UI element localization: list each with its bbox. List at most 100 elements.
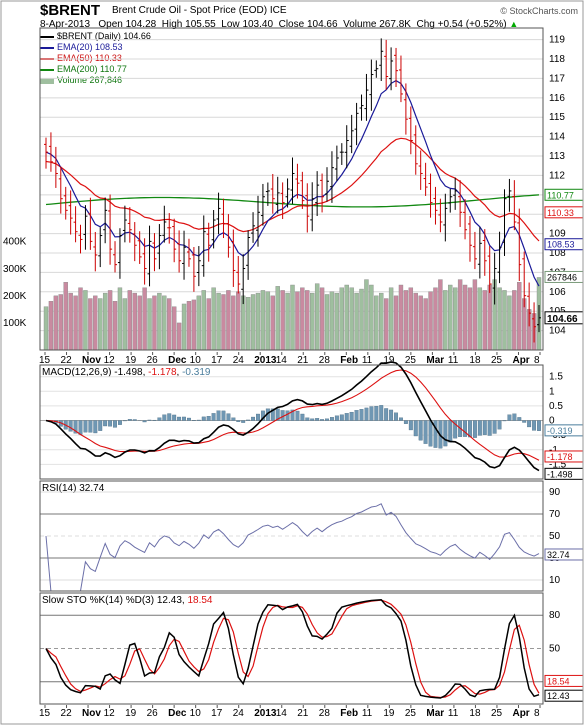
x-tick-label: 25: [405, 355, 417, 366]
macd-histogram-bar: [325, 418, 329, 421]
volume-bar: [181, 303, 187, 351]
volume-bar: [512, 290, 517, 351]
volume-bar: [162, 295, 167, 351]
volume-bar: [502, 290, 507, 351]
up-triangle-icon: ▲: [509, 19, 519, 29]
x-tick-label: 25: [405, 708, 417, 719]
macd-tick-label: -1: [549, 445, 558, 456]
macd-histogram-bar: [320, 419, 325, 421]
macd-histogram-bar: [88, 420, 93, 433]
macd-histogram-bar: [344, 413, 349, 421]
macd-histogram-bar: [472, 420, 477, 438]
date: 8-Apr-2013: [40, 19, 91, 30]
x-tick-label: 25: [491, 355, 503, 366]
x-tick-label: Mar: [426, 355, 444, 366]
volume-bar: [226, 290, 231, 351]
volume-bar: [319, 287, 325, 351]
open-value: 104.28: [125, 19, 157, 30]
x-tick-label: 11: [448, 355, 459, 366]
ema50-line: [45, 137, 540, 242]
price-tick-label: 119: [549, 35, 565, 46]
macd-histogram-bar: [433, 420, 438, 448]
macd-tick-label: 1: [549, 386, 555, 397]
macd-histogram-bar: [522, 420, 527, 423]
macd-histogram-bar: [300, 413, 305, 421]
macd-histogram-bar: [226, 413, 231, 421]
macd-histogram-bar: [463, 420, 467, 437]
macd-legend: MACD(12,26,9) -1.498, -1.178, -0.319: [42, 367, 211, 378]
volume-bar: [482, 290, 487, 351]
volume-bar: [63, 282, 68, 351]
macd-histogram-bar: [201, 416, 206, 421]
rsi-line: [45, 503, 540, 592]
chg-label: Chg: [416, 19, 435, 30]
macd-tick-label: 0: [549, 416, 555, 427]
close-value-tag-text: 104.66: [547, 314, 578, 325]
volume-bar: [452, 287, 458, 351]
high-value: 105.55: [185, 19, 216, 30]
volume-bar: [310, 292, 315, 351]
macd-histogram-bar: [413, 420, 418, 437]
rsi-tick-label: 90: [549, 487, 561, 498]
x-tick-label: 11: [448, 708, 459, 719]
volume-bar: [137, 295, 142, 351]
volume-bar: [388, 287, 394, 351]
macd-histogram-bar: [423, 420, 428, 444]
x-tick-label: 25: [491, 708, 503, 719]
legend-price-text: $BRENT (Daily) 104.66: [57, 31, 151, 41]
macd-signal-value: -1.178: [148, 367, 177, 378]
macd-histogram-bar: [113, 420, 117, 428]
x-tick-label: 19: [383, 708, 395, 719]
volume-bar: [112, 301, 118, 351]
sto-label: Slow STO %K(14) %D(3): [42, 595, 155, 606]
volume-bar: [260, 290, 266, 351]
x-tick-label: 18: [469, 355, 481, 366]
volume-bar: [290, 284, 295, 351]
price-tick-label: 114: [549, 132, 565, 143]
low-value: 103.40: [242, 19, 274, 30]
macd-histogram-bar: [532, 420, 537, 431]
volume-bar: [231, 295, 236, 351]
x-tick-label: Apr: [512, 708, 529, 719]
volume-bar: [448, 284, 453, 351]
symbol-title: $BRENT: [40, 2, 101, 19]
sto-value-tag-text: 12.43: [547, 691, 570, 701]
macd-histogram-bar: [389, 409, 394, 421]
macd-histogram-bar: [369, 406, 374, 421]
x-tick-label: 19: [125, 355, 137, 366]
volume-tick-label: 200K: [3, 291, 27, 302]
macd-histogram-bar: [73, 420, 78, 434]
price-tick-label: 104: [549, 326, 566, 337]
macd-histogram-bar: [305, 417, 310, 421]
macd-histogram-bar: [468, 420, 472, 438]
x-tick-label: Feb: [340, 355, 358, 366]
macd-value-tag-text: -1.498: [547, 469, 573, 479]
macd-histogram-bar: [379, 405, 384, 421]
volume-bar: [127, 290, 133, 351]
x-tick-label: 24: [233, 708, 245, 719]
volume-bar: [201, 290, 206, 351]
sto-value-tag-text: 18.54: [547, 676, 570, 686]
ohlc-bar: 8-Apr-2013 Open 104.28 High 105.55 Low 1…: [40, 19, 518, 30]
macd-histogram-bar: [211, 413, 216, 421]
macd-histogram-bar: [78, 420, 83, 435]
x-tick-label: 17: [211, 708, 223, 719]
macd-histogram-bar: [285, 410, 290, 421]
x-tick-label: 24: [233, 355, 245, 366]
rsi-label: RSI(14): [42, 483, 77, 494]
volume-bar: [477, 287, 483, 351]
price-tick-label: 116: [549, 93, 565, 104]
volume-bar: [438, 279, 443, 351]
volume-bar: [186, 301, 192, 351]
price-value-tag-text: 108.53: [547, 240, 575, 250]
chart-description: Brent Crude Oil - Spot Price (EOD) ICE: [112, 5, 287, 16]
x-tick-label: 19: [383, 355, 395, 366]
macd-histogram-bar: [142, 420, 147, 423]
volume-bar: [68, 292, 73, 351]
volume-bar: [285, 292, 290, 351]
volume-value-tag-text: 267846: [547, 272, 577, 282]
macd-histogram-bar: [216, 410, 221, 421]
watermark: © StockCharts.com: [500, 6, 578, 16]
volume-bar: [122, 298, 128, 351]
